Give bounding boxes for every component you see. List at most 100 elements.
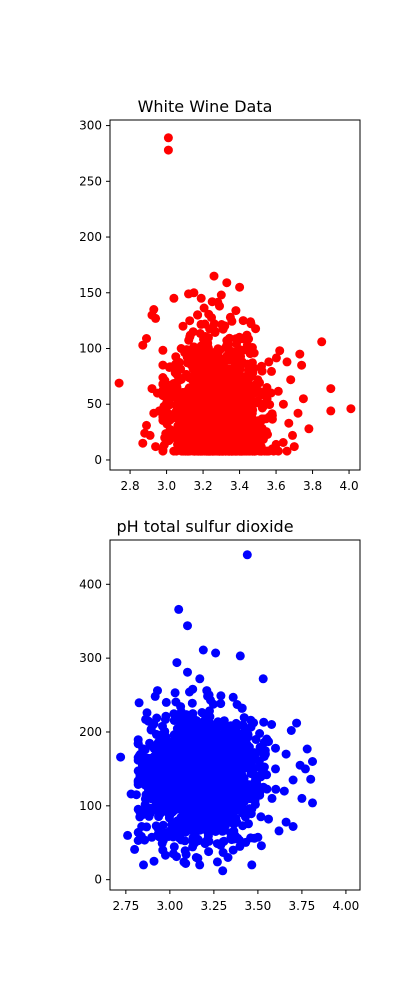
data-point bbox=[264, 737, 273, 747]
cloud-point bbox=[201, 332, 210, 341]
cloud-point bbox=[239, 378, 249, 388]
data-point bbox=[158, 845, 168, 855]
cloud-point bbox=[236, 738, 246, 748]
cloud-point bbox=[187, 372, 196, 382]
y-tick-label: 250 bbox=[79, 174, 102, 188]
cloud-point bbox=[158, 379, 168, 389]
data-point bbox=[161, 697, 171, 707]
cloud-point bbox=[239, 385, 249, 395]
data-point bbox=[174, 604, 184, 614]
cloud-point bbox=[177, 818, 187, 827]
cloud-point bbox=[221, 766, 231, 776]
cloud-point bbox=[198, 727, 208, 737]
cloud-point bbox=[207, 818, 216, 828]
data-point bbox=[158, 373, 168, 382]
data-point bbox=[183, 621, 192, 631]
x-tick-label: 3.0 bbox=[157, 479, 176, 493]
data-point bbox=[258, 402, 268, 411]
data-point bbox=[172, 658, 182, 668]
cloud-point bbox=[180, 763, 190, 773]
data-point bbox=[278, 399, 288, 409]
cloud-point bbox=[195, 825, 205, 835]
cloud-point bbox=[168, 743, 178, 753]
cloud-point bbox=[176, 707, 186, 717]
cloud-point bbox=[180, 714, 189, 723]
data-point bbox=[235, 651, 245, 661]
cloud-point bbox=[177, 788, 187, 798]
cloud-point bbox=[198, 374, 208, 384]
cloud-point bbox=[204, 836, 214, 846]
data-point bbox=[135, 807, 145, 817]
cloud-point bbox=[250, 763, 259, 773]
data-point bbox=[298, 394, 308, 404]
data-point bbox=[200, 319, 210, 329]
data-point bbox=[286, 726, 296, 735]
data-point bbox=[116, 752, 126, 762]
data-point bbox=[288, 822, 298, 831]
cloud-point bbox=[205, 355, 215, 365]
data-point bbox=[304, 424, 314, 434]
cloud-point bbox=[230, 394, 240, 404]
cloud-point bbox=[149, 765, 159, 775]
cloud-point bbox=[206, 695, 215, 705]
data-point bbox=[267, 793, 277, 803]
cloud-point bbox=[193, 789, 203, 799]
cloud-point bbox=[162, 737, 172, 747]
cloud-point bbox=[168, 807, 178, 817]
cloud-point bbox=[234, 332, 244, 342]
x-tick-label: 2.8 bbox=[121, 479, 140, 493]
data-point bbox=[302, 744, 312, 754]
data-point bbox=[282, 357, 292, 367]
cloud-point bbox=[195, 396, 205, 406]
cloud-point bbox=[223, 367, 233, 377]
cloud-point bbox=[215, 758, 225, 767]
cloud-point bbox=[152, 778, 162, 788]
chart-title: White Wine Data bbox=[138, 97, 273, 116]
cloud-point bbox=[229, 402, 239, 412]
cloud-point bbox=[220, 743, 230, 753]
cloud-point bbox=[168, 766, 178, 776]
x-tick-label: 3.50 bbox=[245, 899, 272, 913]
data-point bbox=[171, 359, 181, 369]
data-point bbox=[140, 745, 150, 755]
data-point bbox=[286, 375, 296, 385]
cloud-point bbox=[197, 799, 207, 809]
data-point bbox=[247, 422, 257, 431]
data-point bbox=[176, 344, 186, 353]
cloud-point bbox=[243, 806, 253, 816]
cloud-point bbox=[242, 340, 252, 350]
y-tick-label: 400 bbox=[79, 577, 102, 591]
data-point bbox=[223, 853, 233, 862]
cloud-point bbox=[185, 753, 195, 763]
chart-ph-total-sulfur-dioxide: pH total sulfur dioxide 2.75 3.00 3.25 3.50… bbox=[79, 517, 361, 913]
data-point bbox=[162, 393, 172, 402]
y-tick-label: 150 bbox=[79, 286, 102, 300]
cloud-point bbox=[185, 802, 195, 812]
cloud-point bbox=[209, 319, 219, 329]
data-point bbox=[189, 288, 199, 298]
data-point bbox=[255, 729, 265, 738]
data-point bbox=[204, 847, 214, 857]
data-point bbox=[202, 686, 212, 696]
cloud-point bbox=[226, 828, 236, 838]
cloud-point bbox=[204, 826, 214, 836]
cloud-point bbox=[169, 842, 179, 852]
data-point bbox=[297, 360, 307, 370]
cloud-point bbox=[134, 698, 144, 708]
y-tick-label: 200 bbox=[79, 230, 102, 244]
cloud-point bbox=[257, 389, 267, 399]
cloud-point bbox=[233, 782, 243, 791]
chart-title: pH total sulfur dioxide bbox=[116, 517, 293, 536]
cloud-point bbox=[209, 403, 219, 413]
data-point bbox=[326, 406, 336, 416]
cloud-point bbox=[205, 738, 215, 748]
cloud-point bbox=[140, 770, 150, 780]
data-point bbox=[279, 786, 289, 796]
data-point bbox=[142, 334, 151, 343]
cloud-point bbox=[271, 353, 281, 363]
data-point bbox=[170, 688, 180, 698]
cloud-point bbox=[188, 842, 198, 852]
cloud-point bbox=[235, 433, 244, 443]
scatter-series bbox=[116, 550, 317, 876]
